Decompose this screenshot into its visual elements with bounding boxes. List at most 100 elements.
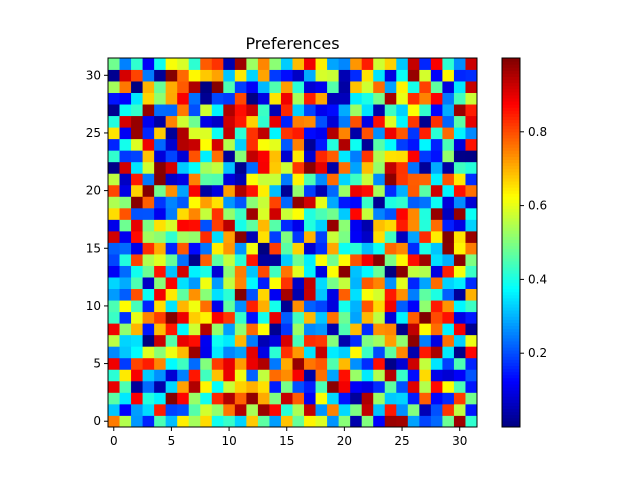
heatmap-cell xyxy=(442,403,455,416)
heatmap-cell xyxy=(373,138,386,151)
heatmap-cell xyxy=(315,69,328,82)
heatmap-cell xyxy=(234,346,247,359)
heatmap-cell xyxy=(304,58,316,70)
heatmap-cell xyxy=(119,311,132,324)
heatmap-cell xyxy=(165,104,178,117)
heatmap-cell xyxy=(269,357,282,370)
heatmap-cell xyxy=(396,69,409,82)
colorbar-segment xyxy=(502,267,520,271)
heatmap-cell xyxy=(234,161,247,174)
heatmap-cell xyxy=(142,254,155,266)
heatmap-cell xyxy=(269,196,282,209)
heatmap-cell xyxy=(350,138,363,151)
heatmap-cell xyxy=(396,277,409,290)
heatmap-cell xyxy=(200,207,213,220)
heatmap-cell xyxy=(108,380,120,393)
heatmap-cell xyxy=(280,69,293,82)
colorbar-segment xyxy=(502,264,520,268)
heatmap-cell xyxy=(361,138,374,151)
heatmap-cell xyxy=(223,415,236,428)
heatmap-cell xyxy=(211,323,224,336)
heatmap-cell xyxy=(257,196,270,209)
heatmap-cell xyxy=(119,196,132,209)
colorbar-segment xyxy=(502,147,520,151)
heatmap-cell xyxy=(430,173,443,186)
heatmap-cell xyxy=(453,323,466,336)
heatmap-cell xyxy=(396,357,409,370)
heatmap-cell xyxy=(419,415,432,428)
heatmap-cell xyxy=(396,323,409,336)
heatmap-cell xyxy=(246,207,259,220)
heatmap-cell xyxy=(419,288,432,301)
heatmap-cell xyxy=(361,104,374,117)
heatmap-cell xyxy=(234,196,247,209)
heatmap-cell xyxy=(280,254,293,266)
heatmap-cell xyxy=(350,369,363,382)
heatmap-cell xyxy=(407,288,420,301)
heatmap-cell xyxy=(384,207,397,220)
heatmap-cell xyxy=(234,254,247,266)
colorbar-frame xyxy=(501,57,521,428)
heatmap-cell xyxy=(142,357,155,370)
heatmap-cell xyxy=(177,92,190,105)
heatmap-cell xyxy=(280,323,293,336)
heatmap-cell xyxy=(338,196,351,209)
colorbar-segment xyxy=(502,273,520,277)
heatmap-cell xyxy=(338,207,351,220)
heatmap-cell xyxy=(304,104,316,117)
heatmap-cell xyxy=(361,127,374,140)
heatmap-cell xyxy=(119,138,132,151)
heatmap-cell xyxy=(119,58,132,70)
heatmap-cell xyxy=(407,207,420,220)
heatmap-cell xyxy=(108,207,120,220)
heatmap-cell xyxy=(304,323,316,336)
colorbar-segment xyxy=(502,104,520,108)
heatmap-cell xyxy=(442,207,455,220)
heatmap-cell xyxy=(442,58,455,70)
heatmap-cell xyxy=(280,369,293,382)
heatmap-cell xyxy=(292,369,305,382)
x-tick-label: 25 xyxy=(394,434,409,448)
heatmap-cell xyxy=(119,207,132,220)
heatmap-cell xyxy=(315,196,328,209)
heatmap-cell xyxy=(200,415,213,428)
heatmap-cell xyxy=(280,127,293,140)
colorbar-segment xyxy=(502,239,520,244)
heatmap-cell xyxy=(442,161,455,174)
heatmap-cell xyxy=(200,403,213,416)
colorbar-segment xyxy=(502,153,520,157)
heatmap-cell xyxy=(154,115,167,128)
heatmap-cell xyxy=(131,58,143,70)
heatmap-cell xyxy=(338,92,351,105)
heatmap-cell xyxy=(396,92,409,105)
heatmap-cell xyxy=(269,138,282,151)
heatmap-cell xyxy=(396,115,409,128)
heatmap-cell xyxy=(338,184,351,197)
heatmap-cell xyxy=(430,207,443,220)
colorbar-segment xyxy=(502,325,520,330)
heatmap-cell xyxy=(257,161,270,174)
heatmap-cell xyxy=(280,346,293,359)
heatmap-cell xyxy=(188,242,201,255)
colorbar-segment xyxy=(502,316,520,320)
heatmap-cell xyxy=(453,150,466,163)
heatmap-cell xyxy=(165,300,178,313)
heatmap-cell xyxy=(419,196,432,209)
heatmap-cell xyxy=(315,242,328,255)
heatmap-cell xyxy=(211,58,224,70)
heatmap-cell xyxy=(430,127,443,140)
colorbar-segment xyxy=(502,116,520,121)
colorbar-segment xyxy=(502,356,520,360)
heatmap-cell xyxy=(373,277,386,290)
heatmap-cell xyxy=(327,219,340,232)
heatmap-cell xyxy=(384,150,397,163)
colorbar-segment xyxy=(502,208,520,213)
heatmap-cell xyxy=(108,196,120,209)
heatmap-cell xyxy=(396,161,409,174)
heatmap-cell xyxy=(304,127,316,140)
heatmap-cell xyxy=(119,161,132,174)
heatmap-cell xyxy=(361,230,374,243)
heatmap-cell xyxy=(338,311,351,324)
heatmap-cell xyxy=(384,323,397,336)
